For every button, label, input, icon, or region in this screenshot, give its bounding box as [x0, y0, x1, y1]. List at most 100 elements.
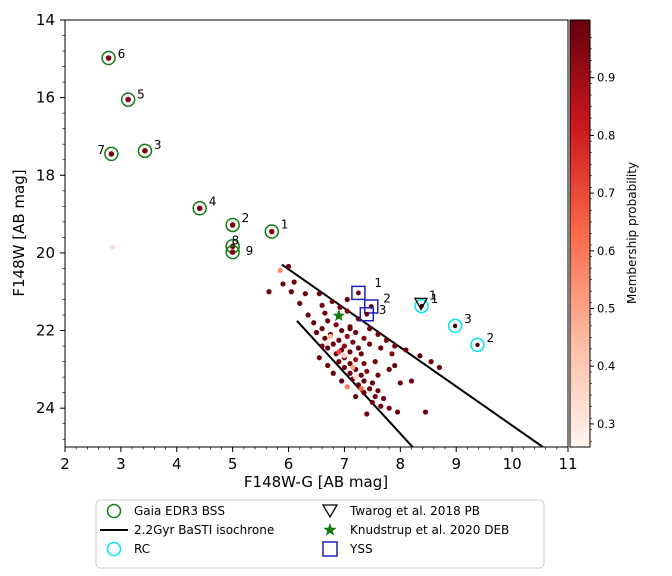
member-point	[347, 370, 353, 376]
member-point	[361, 335, 367, 341]
bss-annotation-3: 3	[154, 138, 162, 152]
member-point	[329, 298, 335, 305]
member-point	[403, 347, 409, 353]
yss-marker-1	[351, 285, 366, 301]
member-point	[358, 372, 364, 378]
legend-bss-label: Gaia EDR3 BSS	[134, 504, 225, 518]
member-point	[305, 312, 311, 318]
bss-marker-5	[120, 92, 136, 107]
member-point	[322, 310, 328, 316]
bss-point-dot	[268, 228, 275, 235]
bss-point-dot	[125, 96, 131, 103]
knudstrup-deb-marker	[332, 309, 346, 322]
y-tick-label: 18	[36, 166, 55, 184]
legend-pb-marker	[321, 504, 339, 519]
rc-marker-1	[414, 298, 429, 314]
rc-point-dot	[475, 342, 480, 348]
member-point	[339, 327, 345, 334]
rc-annotation-3: 3	[464, 312, 472, 326]
colorbar-tick-label: 0.4	[597, 359, 615, 373]
member-point	[325, 339, 331, 345]
member-point	[358, 386, 364, 392]
member-point	[325, 345, 331, 351]
member-point	[297, 300, 303, 306]
legend-box	[95, 499, 545, 569]
member-point	[350, 364, 356, 371]
member-point	[341, 343, 348, 349]
member-point	[372, 359, 378, 365]
member-point	[417, 353, 423, 359]
bss-annotation-4: 4	[209, 194, 217, 208]
yss-marker-3	[359, 306, 375, 322]
y-axis-ticks: 14 16 18 20 22 24	[36, 11, 65, 440]
x-tick-label: 6	[284, 455, 294, 473]
bss-marker-9	[225, 244, 240, 260]
colorbar-tick-label: 0.8	[597, 128, 615, 142]
bss-annotation-5: 5	[137, 88, 145, 102]
member-point	[353, 357, 359, 363]
yss-marker-2	[364, 299, 379, 314]
member-point	[397, 380, 403, 386]
bss-marker-7	[104, 146, 119, 162]
member-point	[355, 382, 362, 388]
bss-marker-6	[101, 50, 116, 66]
member-point	[347, 360, 353, 367]
member-point	[319, 343, 325, 349]
member-point	[336, 349, 342, 355]
bss-annotation-8: 8	[232, 233, 240, 247]
colorbar-ticks: 0.3 0.4 0.5 0.6 0.7 0.8 0.9	[590, 37, 615, 442]
member-point	[355, 345, 362, 351]
member-point	[386, 366, 392, 372]
member-point	[285, 263, 292, 270]
yss-annotation-2: 2	[383, 291, 391, 305]
legend-rc-marker	[106, 541, 122, 557]
plot-marks	[101, 50, 544, 447]
x-tick-label: 8	[396, 455, 406, 473]
legend-yss-label: YSS	[349, 542, 373, 556]
y-tick-label: 20	[36, 244, 55, 262]
yss-annotation-1: 1	[374, 276, 382, 290]
member-point	[358, 351, 364, 357]
member-point	[408, 378, 415, 384]
x-axis-ticks: 2 3 4 5 6 7 8 9 10 11	[60, 447, 578, 473]
isochrone-line-1	[281, 263, 544, 447]
twarog-pb-marker	[413, 297, 429, 311]
legend-yss-marker	[322, 541, 338, 557]
member-point	[347, 349, 353, 355]
member-point	[266, 289, 272, 295]
member-point	[337, 304, 343, 310]
member-point	[344, 333, 350, 339]
bss-point-dot	[105, 55, 112, 61]
member-point	[336, 359, 342, 365]
legend-isochrone-label: 2.2Gyr BaSTI isochrone	[134, 523, 274, 537]
yss-point-dot	[356, 290, 361, 296]
bss-marker-2	[225, 217, 240, 233]
colorbar-tick-label: 0.6	[597, 244, 615, 258]
member-point	[375, 331, 381, 338]
member-point	[344, 308, 350, 314]
member-point	[109, 244, 116, 250]
twarog-annotation-1: 1	[429, 288, 437, 302]
yss-point-dot	[364, 311, 370, 317]
isochrone-line-2	[296, 320, 414, 447]
member-point	[325, 318, 331, 324]
y-tick-label: 14	[36, 11, 55, 29]
member-point	[422, 409, 429, 415]
member-point	[288, 289, 294, 295]
member-point	[372, 393, 378, 400]
colorbar-tick-label: 0.3	[597, 417, 615, 431]
bss-annotation-2: 2	[242, 211, 250, 225]
member-point	[366, 386, 373, 392]
plot-area	[65, 20, 568, 447]
member-point	[291, 279, 297, 285]
member-point	[325, 362, 331, 369]
bss-point-dot	[142, 148, 148, 154]
member-point	[280, 281, 286, 287]
member-point	[369, 380, 375, 386]
member-point	[327, 333, 334, 339]
bss-point-dot	[229, 222, 236, 228]
member-point	[333, 322, 339, 328]
x-tick-label: 4	[172, 455, 182, 473]
member-point	[313, 329, 320, 336]
member-point	[311, 320, 317, 326]
